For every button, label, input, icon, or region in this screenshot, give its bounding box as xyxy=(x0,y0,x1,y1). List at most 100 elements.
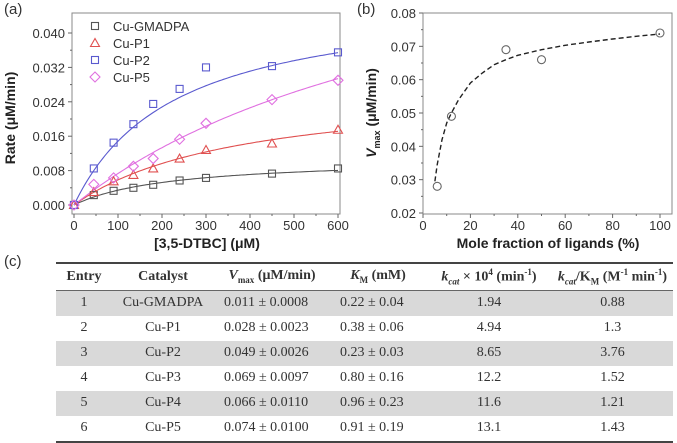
legend-label: Cu-P5 xyxy=(113,70,150,85)
cell-km: 0.91 ± 0.19 xyxy=(330,416,426,443)
data-point-cu-p5 xyxy=(147,152,159,165)
data-point-cu-p1 xyxy=(127,169,139,179)
x-tick-label: 600 xyxy=(327,218,349,233)
table-row: 6 Cu-P5 0.074 ± 0.0100 0.91 ± 0.19 13.1 … xyxy=(56,416,673,443)
cell-entry: 1 xyxy=(56,290,112,317)
table-row: 2 Cu-P1 0.028 ± 0.0023 0.38 ± 0.06 4.94 … xyxy=(56,316,673,341)
cell-vmax: 0.049 ± 0.0026 xyxy=(214,341,330,367)
header-kcat-unit-sup: -1 xyxy=(524,267,532,277)
y-tick-label: 0.016 xyxy=(32,129,65,144)
data-point-cu-gmadpa xyxy=(175,176,184,185)
table-header-row: Entry Catalyst Vmax (μM/min) KM (mM) kca… xyxy=(56,262,673,292)
header-eff-symbol: k xyxy=(557,269,565,285)
cell-efficiency: 1.21 xyxy=(552,391,673,417)
header-eff-mid: /K xyxy=(575,269,591,285)
data-point-cu-gmadpa xyxy=(333,164,343,173)
data-point-cu-p5 xyxy=(88,178,100,191)
x-tick-label: 0 xyxy=(70,218,77,233)
cell-vmax: 0.066 ± 0.0110 xyxy=(214,391,330,417)
data-point-cu-p2 xyxy=(201,63,211,72)
cell-efficiency: 1.3 xyxy=(603,320,622,336)
data-point-cu-p2 xyxy=(267,62,277,71)
table-row: 1 Cu-GMADPA 0.011 ± 0.0008 0.22 ± 0.04 1… xyxy=(56,290,673,317)
cell-catalyst: Cu-GMADPA xyxy=(112,290,214,317)
header-kcat-sup: 4 xyxy=(488,267,493,277)
kinetics-table: Entry Catalyst Vmax (μM/min) KM (mM) kca… xyxy=(56,262,673,443)
data-point-cu-p2 xyxy=(69,200,79,210)
legend-label: Cu-P1 xyxy=(113,36,150,51)
header-entry: Entry xyxy=(56,262,112,292)
header-vmax-sub: max xyxy=(237,275,255,286)
cell-kcat: 11.6 xyxy=(426,391,552,417)
cell-kcat: 12.2 xyxy=(476,370,502,386)
cell-efficiency: 3.76 xyxy=(552,341,673,367)
data-point-cu-p5 xyxy=(68,199,80,211)
cell-entry: 4 xyxy=(80,370,88,386)
data-point-cu-p1 xyxy=(147,162,159,173)
cell-km: 0.23 ± 0.03 xyxy=(330,341,426,367)
cell-catalyst: Cu-P1 xyxy=(145,320,181,336)
y-tick-label: 0.040 xyxy=(32,26,65,41)
data-point-cu-p5 xyxy=(332,74,344,87)
data-point-cu-gmadpa xyxy=(109,186,118,195)
cell-km: 0.22 ± 0.04 xyxy=(330,290,426,317)
chart-a-ylabel: Rate (μM/min) xyxy=(2,72,18,165)
cell-entry: 5 xyxy=(56,391,112,417)
data-point-cu-p5 xyxy=(200,117,212,130)
y-tick-label: 0.000 xyxy=(32,198,65,213)
header-kcat-symbol: k xyxy=(441,269,449,285)
header-eff-sub2: M xyxy=(590,276,600,287)
data-point-cu-p2 xyxy=(109,138,118,147)
header-km-symbol: K xyxy=(350,268,360,284)
cell-entry: 6 xyxy=(56,416,112,443)
cell-kcat: 13.1 xyxy=(426,416,552,443)
header-eff-unit-sup: -1 xyxy=(620,267,629,277)
header-kcat-unit-end: ) xyxy=(531,269,537,285)
data-point-cu-gmadpa xyxy=(129,183,138,192)
cell-efficiency: 1.52 xyxy=(600,370,625,386)
legend-marker-cu-p1 xyxy=(89,37,101,48)
header-eff-unit-mid: min xyxy=(628,269,655,285)
fit-line-cu-p5 xyxy=(73,78,339,206)
table-row: 3 Cu-P2 0.049 ± 0.0026 0.23 ± 0.03 8.65 … xyxy=(56,341,673,367)
data-point-cu-p5 xyxy=(173,133,186,145)
header-kcat-unit: (min xyxy=(492,269,525,285)
cell-catalyst: Cu-P2 xyxy=(112,341,214,367)
legend-marker-cu-p5 xyxy=(89,71,101,83)
data-point-cu-p2 xyxy=(89,164,98,173)
data-point-cu-p1 xyxy=(88,186,100,197)
fit-line-cu-p2 xyxy=(73,52,339,206)
cell-efficiency: 0.88 xyxy=(552,290,673,317)
header-catalyst: Catalyst xyxy=(112,262,214,292)
legend-label: Cu-P2 xyxy=(113,53,150,68)
header-eff-sub: cat xyxy=(564,276,576,287)
data-point-cu-p5 xyxy=(266,93,278,106)
header-efficiency: kcat/KM (M-1 min-1) xyxy=(552,262,673,292)
panel-label-c: (c) xyxy=(4,253,22,270)
data-point-cu-p2 xyxy=(149,99,158,108)
data-point-cu-p5 xyxy=(127,160,140,173)
table-row: 5 Cu-P4 0.066 ± 0.0110 0.96 ± 0.23 11.6 … xyxy=(56,391,673,417)
cell-catalyst: Cu-P4 xyxy=(112,391,214,417)
data-point-cu-p1 xyxy=(266,137,278,148)
cell-catalyst: Cu-P3 xyxy=(145,370,181,386)
cell-km: 0.80 ± 0.16 xyxy=(340,370,404,386)
cell-vmax: 0.069 ± 0.0097 xyxy=(224,370,309,386)
y-tick-label: 0.008 xyxy=(32,164,65,179)
chart-a-rate-vs-substrate: 0 100 200 300 400 500 600 0.000 0.008 0.016 0.024 0… xyxy=(2,12,349,251)
header-km-sub: M xyxy=(359,275,369,286)
x-tick-label: 300 xyxy=(195,218,217,233)
x-tick-label: 100 xyxy=(107,218,129,233)
header-kcat-sub: cat xyxy=(448,276,460,287)
legend-marker-cu-gmadpa xyxy=(90,21,100,31)
cell-entry: 3 xyxy=(56,341,112,367)
data-point-cu-p2 xyxy=(333,48,343,57)
cell-kcat: 1.94 xyxy=(426,290,552,317)
header-vmax: Vmax (μM/min) xyxy=(214,262,330,292)
cell-efficiency: 1.43 xyxy=(552,416,673,443)
data-point-cu-p2 xyxy=(129,120,138,129)
header-km-unit: (mM) xyxy=(368,268,406,284)
data-point-cu-p5 xyxy=(107,172,120,184)
y-tick-label: 0.032 xyxy=(32,60,65,75)
header-kcat-mid: × 10 xyxy=(459,269,489,285)
